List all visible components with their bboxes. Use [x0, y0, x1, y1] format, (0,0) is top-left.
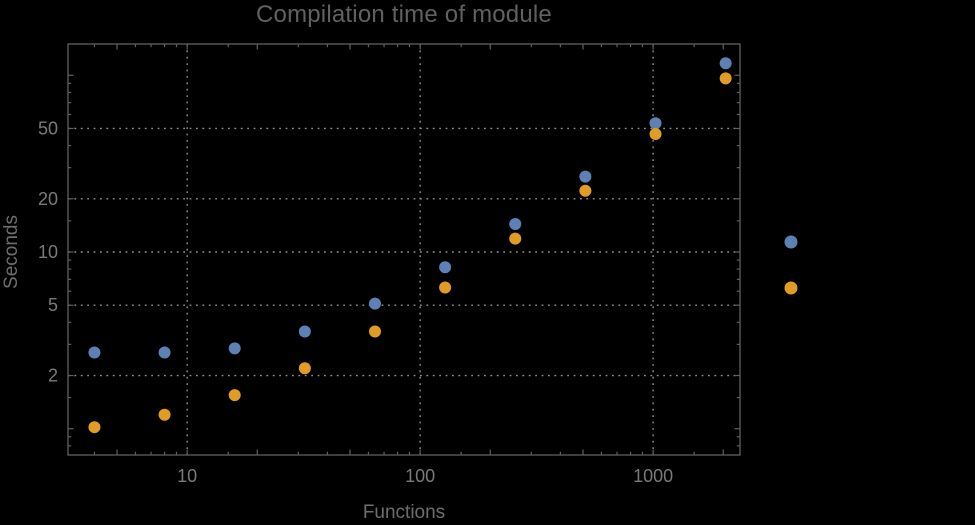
data-point-blue [88, 346, 101, 359]
data-point-blue [368, 297, 381, 310]
data-point-blue [228, 342, 241, 355]
data-point-orange [158, 408, 171, 421]
data-point-blue [439, 261, 452, 274]
data-point-orange [649, 128, 662, 141]
y-tick-label: 5 [48, 295, 58, 315]
y-tick-label: 50 [38, 118, 58, 138]
legend-marker-blue [784, 235, 798, 249]
data-point-orange [368, 325, 381, 338]
data-point-blue [579, 170, 592, 183]
chart-title: Compilation time of module [255, 1, 552, 28]
data-point-orange [719, 72, 732, 85]
y-tick-label: 2 [48, 366, 58, 386]
y-tick-label: 10 [38, 242, 58, 262]
data-point-orange [228, 389, 241, 402]
x-axis-label: Functions [362, 502, 446, 523]
data-point-orange [579, 184, 592, 197]
x-tick-label: 1000 [633, 466, 673, 486]
x-tick-label: 100 [405, 466, 435, 486]
data-point-blue [298, 325, 311, 338]
data-point-orange [298, 362, 311, 375]
x-tick-label: 10 [177, 466, 197, 486]
plot-frame [67, 43, 741, 456]
data-point-orange [88, 421, 101, 434]
data-point-blue [649, 117, 662, 130]
data-point-blue [509, 218, 522, 231]
legend-marker-orange [784, 281, 798, 295]
data-point-orange [509, 232, 522, 245]
y-tick-label: 20 [38, 189, 58, 209]
data-point-orange [439, 281, 452, 294]
data-point-blue [158, 346, 171, 359]
data-point-blue [719, 57, 732, 70]
